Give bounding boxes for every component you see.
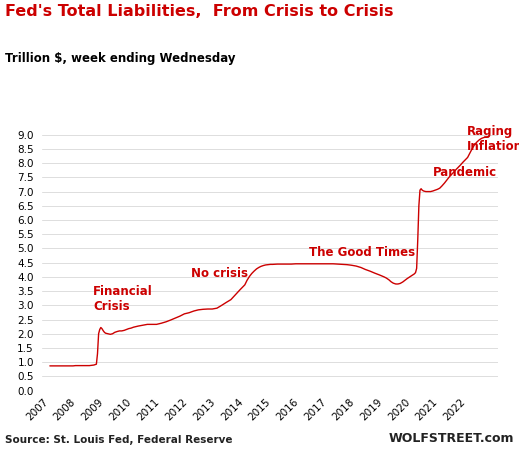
Text: Pandemic: Pandemic — [433, 166, 497, 179]
Text: Fed's Total Liabilities,  From Crisis to Crisis: Fed's Total Liabilities, From Crisis to … — [5, 4, 394, 19]
Text: WOLFSTREET.com: WOLFSTREET.com — [388, 431, 514, 445]
Text: No crisis: No crisis — [190, 267, 248, 280]
Text: Trillion $, week ending Wednesday: Trillion $, week ending Wednesday — [5, 52, 236, 65]
Text: Source: St. Louis Fed, Federal Reserve: Source: St. Louis Fed, Federal Reserve — [5, 435, 233, 445]
Text: Financial
Crisis: Financial Crisis — [93, 285, 153, 313]
Text: The Good Times: The Good Times — [309, 246, 415, 259]
Text: Raging
Inflation: Raging Inflation — [467, 125, 519, 153]
